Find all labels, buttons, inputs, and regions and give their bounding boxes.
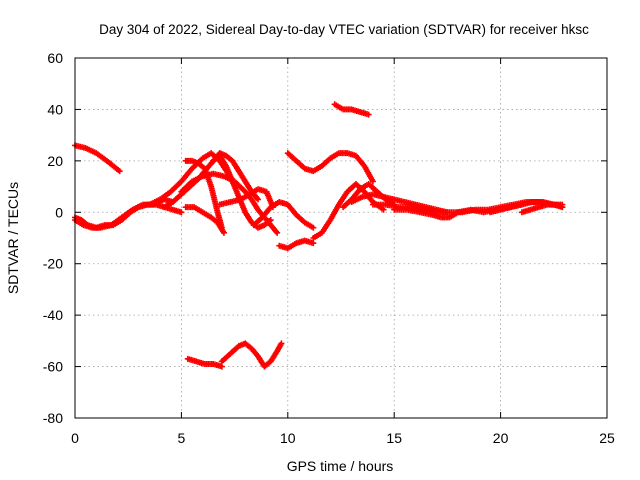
y-tick-label: 0 — [55, 204, 63, 220]
series-arc-22 — [184, 355, 225, 370]
data-point — [278, 340, 285, 347]
data-point — [559, 204, 566, 211]
data-point — [310, 240, 317, 247]
data-point — [380, 206, 387, 213]
data-point — [365, 111, 372, 118]
data-point — [274, 229, 281, 236]
x-tick-label: 10 — [280, 430, 296, 446]
data-point — [220, 229, 227, 236]
series-arc-15 — [331, 101, 372, 118]
data-point — [218, 363, 225, 370]
y-tick-label: 40 — [47, 101, 63, 117]
data-point — [178, 209, 185, 216]
series-arc-10 — [182, 204, 227, 236]
chart-title: Day 304 of 2022, Sidereal Day-to-day VTE… — [99, 22, 589, 37]
x-tick-label: 15 — [386, 430, 402, 446]
data-point — [369, 178, 376, 185]
x-axis-ticks: 0 5 10 15 20 25 — [71, 58, 615, 446]
data-point — [255, 196, 262, 203]
series-arc-13 — [284, 150, 376, 185]
y-tick-label: 20 — [47, 153, 63, 169]
series-arc-12 — [276, 237, 317, 252]
y-axis-ticks: -80 -60 -40 -20 0 20 40 60 — [43, 50, 607, 426]
series-arc-9 — [216, 186, 276, 211]
data-point — [310, 224, 317, 231]
data-point — [116, 168, 123, 175]
data-points — [72, 101, 566, 370]
x-tick-label: 5 — [178, 430, 186, 446]
y-tick-label: -60 — [43, 359, 63, 375]
plot-frame — [74, 57, 608, 419]
series-arc-21 — [518, 201, 566, 216]
y-tick-label: 60 — [47, 50, 63, 66]
series-arc-11 — [250, 199, 317, 231]
y-tick-label: -80 — [43, 410, 63, 426]
x-axis-label: GPS time / hours — [287, 458, 394, 474]
x-tick-label: 0 — [71, 430, 79, 446]
y-axis-label: SDTVAR / TECUs — [5, 182, 21, 294]
x-tick-label: 20 — [493, 430, 509, 446]
series-arc-1 — [72, 142, 123, 175]
y-tick-label: -20 — [43, 256, 63, 272]
series-arc-23 — [218, 340, 285, 370]
y-tick-label: -40 — [43, 307, 63, 323]
x-tick-label: 25 — [599, 430, 615, 446]
